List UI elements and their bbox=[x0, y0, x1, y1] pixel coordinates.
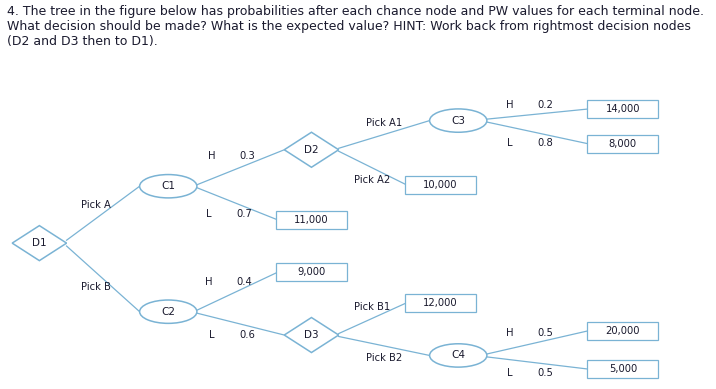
Text: H: H bbox=[505, 100, 513, 110]
Polygon shape bbox=[12, 226, 67, 261]
Polygon shape bbox=[284, 317, 339, 352]
Text: Pick B: Pick B bbox=[81, 282, 111, 293]
Text: C1: C1 bbox=[161, 181, 175, 191]
Text: C2: C2 bbox=[161, 307, 175, 317]
Text: 9,000: 9,000 bbox=[297, 267, 326, 277]
Text: D2: D2 bbox=[304, 145, 319, 155]
Text: 14,000: 14,000 bbox=[606, 104, 640, 114]
FancyBboxPatch shape bbox=[276, 263, 347, 281]
Text: Pick A: Pick A bbox=[81, 200, 111, 210]
Text: 4. The tree in the figure below has probabilities after each chance node and PW : 4. The tree in the figure below has prob… bbox=[7, 5, 704, 48]
FancyBboxPatch shape bbox=[405, 176, 475, 194]
Text: D1: D1 bbox=[32, 238, 47, 248]
Text: 0.5: 0.5 bbox=[537, 368, 553, 378]
Circle shape bbox=[140, 175, 197, 198]
Polygon shape bbox=[284, 132, 339, 167]
Text: 20,000: 20,000 bbox=[606, 326, 640, 336]
Text: 0.6: 0.6 bbox=[240, 330, 256, 340]
Text: D3: D3 bbox=[304, 330, 319, 340]
Text: L: L bbox=[506, 368, 512, 378]
Text: H: H bbox=[505, 328, 513, 338]
Text: L: L bbox=[205, 209, 211, 219]
FancyBboxPatch shape bbox=[587, 100, 659, 118]
Text: 10,000: 10,000 bbox=[423, 180, 458, 190]
FancyBboxPatch shape bbox=[587, 360, 659, 378]
Text: 0.8: 0.8 bbox=[537, 138, 553, 147]
FancyBboxPatch shape bbox=[276, 211, 347, 229]
Text: 12,000: 12,000 bbox=[423, 298, 458, 308]
Text: 0.4: 0.4 bbox=[236, 277, 252, 287]
Text: Pick B1: Pick B1 bbox=[354, 302, 391, 312]
Text: L: L bbox=[209, 330, 215, 340]
Text: 0.2: 0.2 bbox=[537, 100, 553, 110]
Circle shape bbox=[430, 344, 487, 367]
Circle shape bbox=[140, 300, 197, 323]
Text: C3: C3 bbox=[451, 116, 465, 126]
Circle shape bbox=[430, 109, 487, 132]
Text: H: H bbox=[208, 151, 216, 161]
FancyBboxPatch shape bbox=[405, 294, 475, 312]
Text: 5,000: 5,000 bbox=[609, 364, 637, 374]
Text: Pick A2: Pick A2 bbox=[354, 175, 391, 184]
Text: L: L bbox=[506, 138, 512, 147]
Text: 0.7: 0.7 bbox=[236, 209, 252, 219]
Text: H: H bbox=[205, 277, 212, 287]
Text: 0.3: 0.3 bbox=[240, 151, 256, 161]
Text: Pick B2: Pick B2 bbox=[366, 352, 402, 363]
Text: C4: C4 bbox=[451, 350, 465, 361]
Text: 8,000: 8,000 bbox=[609, 139, 637, 149]
FancyBboxPatch shape bbox=[587, 322, 659, 340]
Text: 11,000: 11,000 bbox=[294, 215, 329, 225]
FancyBboxPatch shape bbox=[587, 135, 659, 153]
Text: Pick A1: Pick A1 bbox=[366, 118, 402, 128]
Text: 0.5: 0.5 bbox=[537, 328, 553, 338]
